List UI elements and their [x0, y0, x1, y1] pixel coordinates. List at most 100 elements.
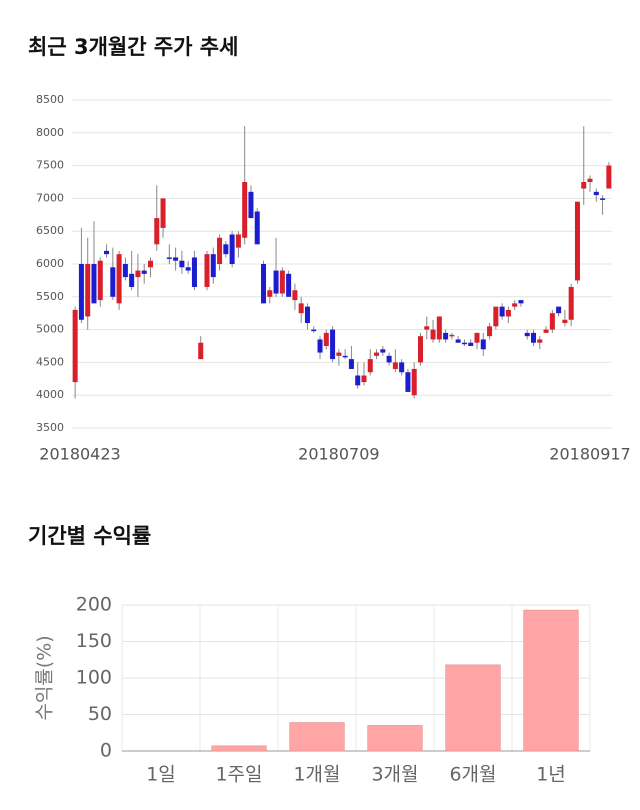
candle-body: [229, 234, 235, 264]
y-tick-label: 50: [88, 703, 112, 725]
candle-body: [217, 237, 223, 264]
candle-body: [85, 264, 91, 317]
candle-body: [336, 352, 342, 356]
candle-body: [166, 257, 172, 259]
candle-body: [97, 260, 103, 301]
candle-body: [185, 267, 191, 271]
y-tick-label: 4000: [36, 388, 64, 401]
bar: [289, 722, 345, 752]
x-tick-label: 1주일: [215, 764, 262, 786]
candle-body: [210, 254, 216, 278]
candle-body: [279, 270, 285, 294]
candle-body: [110, 267, 116, 297]
x-tick-label: 20180917: [549, 445, 630, 464]
bar: [211, 745, 267, 752]
candle-body: [91, 264, 97, 304]
candle-body: [104, 250, 110, 255]
candle-body: [474, 332, 480, 343]
x-tick-label: 3개월: [371, 764, 418, 786]
candle-body: [367, 359, 373, 373]
candle-body: [417, 336, 423, 363]
candle-body: [455, 339, 461, 343]
candle-body: [173, 257, 179, 261]
x-tick-label: 6개월: [449, 764, 496, 786]
candle-body: [198, 342, 204, 360]
candle-body: [78, 264, 84, 320]
bar: [367, 725, 423, 752]
candle-body: [392, 362, 398, 369]
candle-body: [191, 257, 197, 287]
y-tick-label: 0: [100, 740, 112, 762]
candle-body: [487, 326, 493, 337]
y-tick-label: 5500: [36, 290, 64, 303]
candle-body: [606, 165, 612, 189]
candle-body: [512, 303, 518, 307]
candle-body: [556, 306, 562, 314]
chart-title: 기간별 수익률: [28, 524, 151, 548]
candle-body: [330, 329, 336, 360]
candle-body: [537, 339, 543, 343]
candle-body: [461, 342, 467, 345]
candle-body: [411, 368, 417, 396]
candle-body: [399, 362, 405, 373]
candle-body: [273, 270, 279, 294]
y-tick-label: 8500: [36, 93, 64, 106]
y-tick-label: 150: [76, 630, 112, 652]
y-tick-label: 6000: [36, 257, 64, 270]
candle-body: [292, 290, 298, 301]
candle-body: [600, 198, 606, 200]
candle-body: [235, 234, 241, 248]
y-tick-label: 5000: [36, 323, 64, 336]
candle-body: [286, 273, 292, 297]
candle-body: [361, 375, 367, 383]
candle-body: [248, 191, 254, 219]
x-tick-label: 1개월: [293, 764, 340, 786]
y-tick-label: 200: [76, 594, 112, 616]
candle-body: [499, 306, 505, 317]
candle-body: [129, 273, 135, 287]
candle-body: [311, 329, 317, 332]
candle-body: [405, 372, 411, 392]
bar: [523, 609, 579, 752]
y-tick-label: 3500: [36, 421, 64, 434]
candle-body: [116, 254, 122, 304]
candle-body: [254, 211, 260, 245]
candle-body: [480, 339, 486, 350]
candle-body: [141, 270, 147, 274]
candle-body: [562, 319, 568, 324]
candle-body: [531, 332, 537, 343]
y-tick-label: 7500: [36, 159, 64, 172]
candle-body: [304, 306, 310, 324]
y-axis-label: 수익률(%): [34, 635, 56, 720]
candle-body: [436, 316, 442, 340]
candle-body: [348, 359, 354, 369]
y-tick-label: 7000: [36, 191, 64, 204]
candle-body: [518, 300, 524, 304]
candle-body: [147, 260, 153, 268]
candle-body: [549, 313, 555, 330]
candle-body: [355, 375, 361, 386]
candle-body: [380, 349, 386, 353]
candle-body: [568, 286, 574, 320]
x-tick-label: 20180423: [39, 445, 120, 464]
candle-body: [261, 264, 267, 304]
candle-body: [449, 334, 455, 337]
candle-body: [543, 329, 549, 333]
candle-body: [267, 290, 273, 297]
x-tick-label: 1년: [536, 764, 566, 786]
candle-body: [505, 309, 511, 317]
candle-body: [468, 342, 474, 346]
y-tick-label: 100: [76, 667, 112, 689]
x-tick-label: 20180709: [298, 445, 379, 464]
candle-body: [581, 182, 587, 189]
candle-body: [430, 329, 436, 340]
candle-body: [204, 254, 210, 287]
candle-body: [493, 306, 499, 327]
candle-body: [298, 303, 304, 314]
candle-body: [593, 191, 599, 196]
candle-body: [179, 260, 185, 268]
x-tick-label: 1일: [146, 764, 176, 786]
y-tick-label: 6500: [36, 224, 64, 237]
candle-body: [524, 332, 530, 337]
